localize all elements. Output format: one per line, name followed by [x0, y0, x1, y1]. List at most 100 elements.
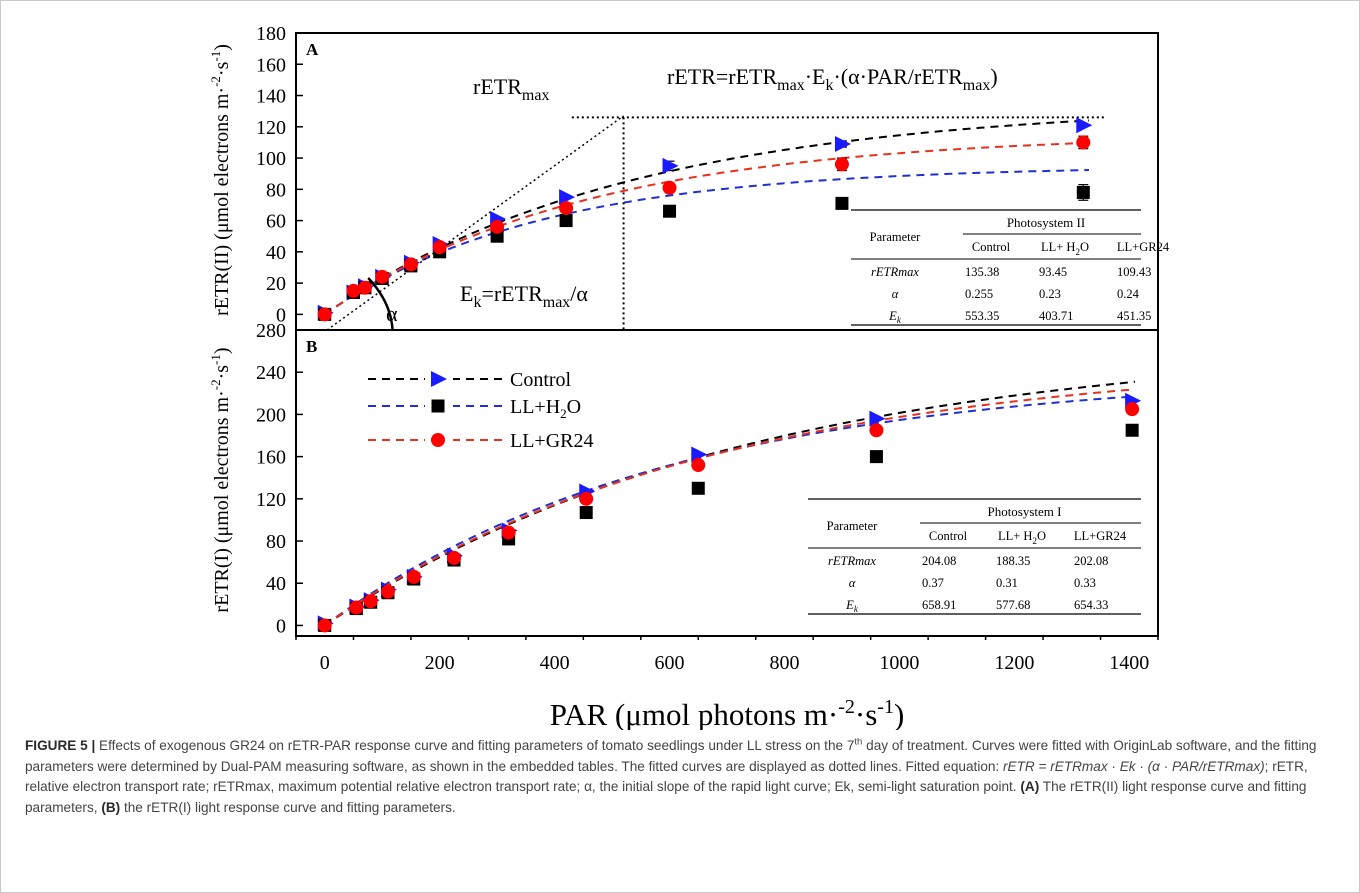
- panel-a-point-ll-gr24: [490, 219, 505, 234]
- y-tick-label-b: 80: [266, 531, 286, 553]
- ek-annotation-e: E: [460, 281, 473, 306]
- fit-curve-b-ll-gr24: [324, 388, 1136, 627]
- panel-b-point-ll-gr24: [1125, 402, 1140, 417]
- fit-eq-a: rETR=rETR: [667, 64, 777, 89]
- table-ps1-cell: 204.08: [922, 554, 956, 568]
- rmax-annotation-sub: max: [522, 87, 550, 104]
- caption-equation: rETR = rETRmax · Ek · (α · PAR/rETRmax): [1003, 758, 1265, 774]
- panel-b-point-control: [691, 446, 708, 463]
- panel-a-point-ll-h2o: [1076, 185, 1090, 199]
- panel-a-point-ll-gr24: [432, 240, 447, 255]
- y-axis-title-a-part2: ·s: [211, 61, 233, 76]
- table-ps2-row-label: rETRmax: [871, 265, 919, 279]
- panel-a-point-ll-gr24: [403, 257, 418, 272]
- table-ps1-cell: 577.68: [996, 598, 1030, 612]
- table-ps1-bg: [808, 497, 1141, 617]
- table-ps1-header-part: LL+ H: [998, 529, 1032, 543]
- figure-chart: AB02040608010012014016018004080120160200…: [208, 23, 1170, 730]
- y-axis-title-a-sup1: -2: [208, 76, 223, 87]
- table-ps2-header-2: LL+ H2O: [1041, 240, 1089, 257]
- table-ps2-row-label-sub: k: [897, 315, 902, 325]
- y-tick-label-a: 20: [266, 273, 286, 295]
- y-tick-label-a: 160: [256, 54, 286, 76]
- alpha-arc: [367, 277, 394, 331]
- fit-curve-a-ll-gr24: [324, 141, 1090, 316]
- x-tick-label: 600: [655, 652, 685, 674]
- table-ps2-header-1: Control: [972, 240, 1011, 254]
- y-tick-label-b: 280: [256, 320, 286, 342]
- panel-b-point-ll-h2o: [579, 506, 593, 520]
- panel-a-point-ll-gr24: [559, 201, 574, 216]
- x-axis-title: PAR (μmol photons m·-2·s-1): [550, 696, 905, 730]
- table-ps1-cell: 654.33: [1074, 598, 1108, 612]
- table-ps1-header-part2: O: [1037, 529, 1046, 543]
- y-tick-label-a: 40: [266, 242, 286, 264]
- x-tick-label: 1000: [879, 652, 919, 674]
- table-ps1-row-label: α: [849, 576, 856, 590]
- table-ps1-row-label-sub: max: [855, 554, 876, 568]
- panel-b-point-ll-gr24: [691, 458, 706, 473]
- panel-a-point-ll-gr24: [662, 180, 677, 195]
- panel-a-point-ll-gr24: [346, 283, 361, 298]
- panel-a-point-control: [834, 135, 851, 152]
- fit-equation-label: rETR=rETRmax·Ek·(α·PAR/rETRmax): [667, 64, 998, 94]
- panel-b-point-ll-gr24: [317, 618, 332, 633]
- table-ps2-cell: 451.35: [1117, 309, 1151, 323]
- caption-panel-a: (A): [1020, 779, 1040, 794]
- panel-a-point-ll-gr24: [834, 157, 849, 172]
- table-ps1-row-label-main: E: [845, 598, 854, 612]
- table-ps1-row-label: Ek: [845, 598, 859, 614]
- panel-b-point-ll-h2o: [869, 450, 883, 464]
- y-tick-label-a: 80: [266, 179, 286, 201]
- panel-a-point-control: [559, 189, 576, 206]
- y-tick-label-b: 240: [256, 362, 286, 384]
- table-ps1-header-param: Parameter: [827, 519, 879, 533]
- x-tick-label: 1400: [1109, 652, 1149, 674]
- y-tick-label-b: 120: [256, 489, 286, 511]
- fit-curve-a-control: [324, 119, 1090, 316]
- y-tick-label-a: 0: [276, 304, 286, 326]
- y-axis-title-b-close: ): [211, 347, 233, 354]
- panel-b-point-ll-gr24: [363, 594, 378, 609]
- legend-label-part2: O: [567, 396, 581, 418]
- panel-a-point-ll-gr24: [375, 269, 390, 284]
- x-tick-label: 200: [425, 652, 455, 674]
- panel-a-point-ll-gr24: [357, 280, 372, 295]
- panel-b-label: B: [306, 337, 317, 356]
- alpha-slope-line: [326, 115, 624, 331]
- panel-b-point-ll-gr24: [579, 491, 594, 506]
- legend-label-part: LL+H: [510, 396, 560, 418]
- y-axis-title-a: rETR(II) (μmol electrons m·-2·s-1): [208, 44, 233, 316]
- fit-curve-b-ll-h2o: [324, 395, 1136, 627]
- caption-lead: FIGURE 5 |: [25, 738, 96, 753]
- table-ps2-header-3: LL+GR24: [1117, 240, 1170, 254]
- fit-eq-sub1: max: [777, 77, 805, 94]
- table-ps2-row-label: Ek: [888, 309, 902, 325]
- x-tick-label: 0: [320, 652, 330, 674]
- table-ps1-cell: 188.35: [996, 554, 1030, 568]
- panel-a-point-control: [662, 157, 679, 174]
- table-ps1-header-sub: 2: [1032, 536, 1037, 546]
- y-tick-label-a: 180: [256, 23, 286, 45]
- table-ps2-cell: 0.24: [1117, 287, 1140, 301]
- legend-marker-ll-h2o: [431, 399, 445, 413]
- panel-b-point-ll-gr24: [349, 600, 364, 615]
- y-axis-title-b-dot: ·: [211, 390, 233, 397]
- y-tick-label-a: 140: [256, 86, 286, 108]
- table-ps2-cell: 109.43: [1117, 265, 1151, 279]
- caption-text-4: The rETR(II) light response curve and fi…: [25, 779, 1307, 815]
- y-axis-title-a-sup2: -1: [208, 51, 223, 62]
- table-ps1-row-label: rETRmax: [828, 554, 876, 568]
- table-ps1-cell: 202.08: [1074, 554, 1108, 568]
- ek-annotation-sub2: max: [543, 294, 571, 311]
- y-axis-title-a-part: rETR(II) (μmol electrons m: [211, 93, 233, 316]
- panel-a-point-ll-h2o: [835, 196, 849, 210]
- panel-b-point-ll-gr24: [406, 569, 421, 584]
- table-ps2-header-param: Parameter: [870, 230, 922, 244]
- x-axis-title-part2: ·s: [855, 697, 877, 730]
- panel-a-point-ll-h2o: [559, 214, 573, 228]
- rmax-annotation-main: rETR: [473, 74, 522, 99]
- ek-annotation-sub: k: [473, 294, 481, 311]
